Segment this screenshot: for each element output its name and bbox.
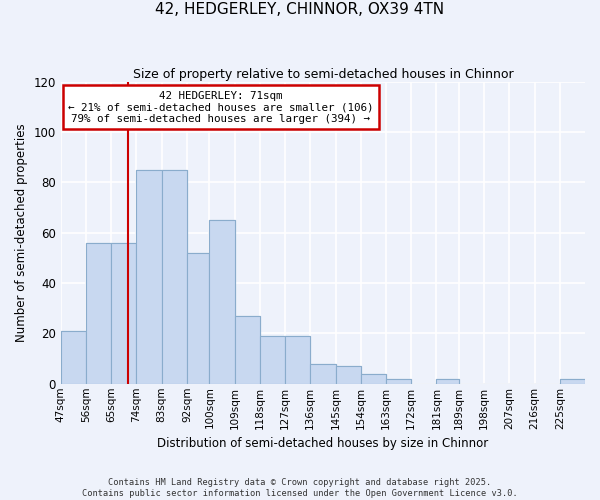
Bar [335, 366, 361, 384]
Bar [361, 374, 386, 384]
Bar [260, 336, 285, 384]
Bar [335, 366, 361, 384]
Y-axis label: Number of semi-detached properties: Number of semi-detached properties [15, 124, 28, 342]
Bar [386, 378, 411, 384]
Bar [560, 378, 585, 384]
Title: Size of property relative to semi-detached houses in Chinnor: Size of property relative to semi-detach… [133, 68, 513, 80]
Bar [260, 336, 285, 384]
Bar [285, 336, 310, 384]
Bar [436, 378, 459, 384]
Bar [436, 378, 459, 384]
Text: 42 HEDGERLEY: 71sqm
← 21% of semi-detached houses are smaller (106)
79% of semi-: 42 HEDGERLEY: 71sqm ← 21% of semi-detach… [68, 90, 373, 124]
Bar [361, 374, 386, 384]
Bar [386, 378, 411, 384]
Bar [187, 253, 209, 384]
Bar [111, 243, 136, 384]
Bar [111, 243, 136, 384]
Bar [560, 378, 585, 384]
Bar [187, 253, 209, 384]
Bar [285, 336, 310, 384]
Bar [162, 170, 187, 384]
Bar [209, 220, 235, 384]
Bar [86, 243, 111, 384]
Bar [162, 170, 187, 384]
Bar [235, 316, 260, 384]
Bar [209, 220, 235, 384]
Bar [61, 331, 86, 384]
Bar [310, 364, 335, 384]
Bar [310, 364, 335, 384]
Bar [136, 170, 162, 384]
X-axis label: Distribution of semi-detached houses by size in Chinnor: Distribution of semi-detached houses by … [157, 437, 488, 450]
Bar [61, 331, 86, 384]
Bar [86, 243, 111, 384]
Bar [235, 316, 260, 384]
Text: Contains HM Land Registry data © Crown copyright and database right 2025.
Contai: Contains HM Land Registry data © Crown c… [82, 478, 518, 498]
Bar [136, 170, 162, 384]
Text: 42, HEDGERLEY, CHINNOR, OX39 4TN: 42, HEDGERLEY, CHINNOR, OX39 4TN [155, 2, 445, 18]
